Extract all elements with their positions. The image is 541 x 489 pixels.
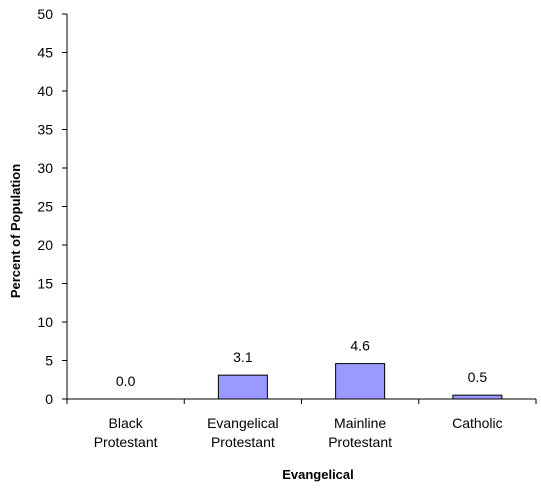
x-axis-title: Evangelical: [282, 467, 354, 482]
bars: [217, 363, 503, 400]
bar-value-label: 0.0: [116, 373, 136, 389]
y-tick-label: 30: [37, 160, 53, 176]
y-axis-ticks: 0 5 10 15 20 25 30 35 40 45 50: [37, 6, 67, 407]
bar-value-label: 3.1: [233, 349, 253, 365]
data-labels: 0.0 3.1 4.6 0.5: [116, 338, 487, 389]
y-tick-label: 45: [37, 45, 53, 61]
y-tick-label: 35: [37, 122, 53, 138]
y-tick-label: 25: [37, 199, 53, 215]
bar: [335, 363, 386, 400]
y-tick-label: 20: [37, 237, 53, 253]
bar: [217, 374, 268, 400]
y-tick-label: 10: [37, 314, 53, 330]
x-category-label: Black Protestant: [94, 415, 158, 450]
y-tick-label: 5: [45, 353, 53, 369]
y-tick-label: 40: [37, 83, 53, 99]
y-tick-label: 15: [37, 276, 53, 292]
y-axis-title: Percent of Population: [8, 164, 23, 298]
x-category-label: Evangelical Protestant: [207, 415, 279, 450]
bar-value-label: 4.6: [350, 338, 370, 354]
x-category-label: Mainline Protestant: [328, 415, 392, 450]
y-tick-label: 50: [37, 6, 53, 22]
bar-value-label: 0.5: [468, 369, 488, 385]
y-tick-label: 0: [45, 391, 53, 407]
x-axis-ticks: Black Protestant Evangelical Protestant Main…: [66, 399, 537, 450]
bar: [452, 394, 503, 400]
x-category-label: Catholic: [452, 415, 503, 431]
